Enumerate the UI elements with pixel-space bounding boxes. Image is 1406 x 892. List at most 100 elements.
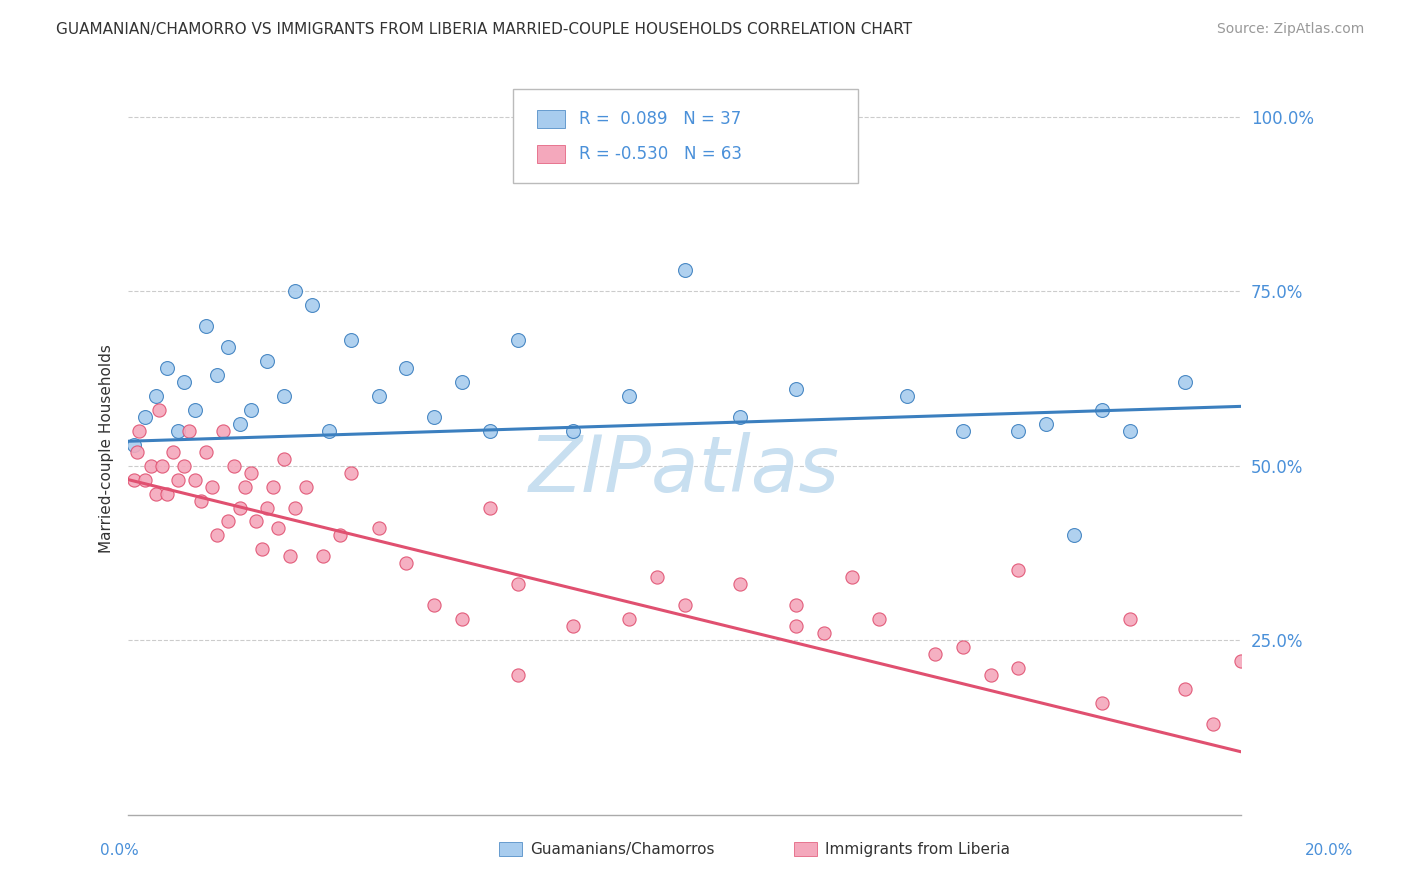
Point bbox=[451, 612, 474, 626]
Point bbox=[562, 619, 585, 633]
Point bbox=[156, 486, 179, 500]
Point bbox=[228, 500, 250, 515]
Point bbox=[184, 473, 207, 487]
Point bbox=[211, 424, 233, 438]
Point bbox=[785, 382, 807, 396]
Point bbox=[1174, 375, 1197, 389]
Point bbox=[1202, 716, 1225, 731]
Point bbox=[728, 577, 751, 591]
Point bbox=[1091, 402, 1114, 417]
Point bbox=[184, 402, 207, 417]
Point bbox=[156, 361, 179, 376]
Point bbox=[125, 444, 148, 458]
Point bbox=[952, 424, 974, 438]
Point bbox=[329, 528, 352, 542]
Point bbox=[312, 549, 335, 564]
Point bbox=[250, 542, 273, 557]
Point bbox=[924, 647, 946, 661]
Point bbox=[167, 473, 190, 487]
Point bbox=[785, 599, 807, 613]
Point bbox=[179, 424, 201, 438]
Point bbox=[128, 424, 150, 438]
Point bbox=[167, 424, 190, 438]
Text: 0.0%: 0.0% bbox=[100, 843, 139, 858]
Point bbox=[145, 486, 167, 500]
Point bbox=[301, 298, 323, 312]
Point bbox=[952, 640, 974, 654]
Point bbox=[239, 402, 262, 417]
Point bbox=[217, 515, 239, 529]
Point bbox=[339, 466, 361, 480]
Point bbox=[1063, 528, 1085, 542]
Text: ZIPatlas: ZIPatlas bbox=[529, 433, 839, 508]
Point bbox=[233, 480, 256, 494]
Point bbox=[395, 557, 418, 571]
Point bbox=[150, 458, 173, 473]
Point bbox=[339, 333, 361, 347]
Point bbox=[122, 438, 145, 452]
Text: 20.0%: 20.0% bbox=[1305, 843, 1353, 858]
Point bbox=[207, 528, 229, 542]
Point bbox=[201, 480, 224, 494]
Point bbox=[284, 284, 307, 298]
Point bbox=[617, 612, 640, 626]
Point bbox=[228, 417, 250, 431]
Text: Source: ZipAtlas.com: Source: ZipAtlas.com bbox=[1216, 22, 1364, 37]
Point bbox=[506, 333, 529, 347]
Point bbox=[134, 473, 156, 487]
Point bbox=[139, 458, 162, 473]
Point bbox=[256, 500, 278, 515]
Point bbox=[506, 577, 529, 591]
Point bbox=[1035, 417, 1057, 431]
Point bbox=[423, 409, 446, 424]
Point bbox=[1118, 424, 1140, 438]
Point bbox=[1230, 654, 1253, 668]
Point bbox=[195, 319, 218, 334]
Point bbox=[134, 409, 156, 424]
Point bbox=[617, 389, 640, 403]
Point bbox=[267, 521, 290, 535]
Point bbox=[1007, 661, 1029, 675]
Point bbox=[239, 466, 262, 480]
Text: Guamanians/Chamorros: Guamanians/Chamorros bbox=[530, 842, 714, 856]
Point bbox=[785, 619, 807, 633]
Point bbox=[395, 361, 418, 376]
Point bbox=[195, 444, 218, 458]
Point bbox=[645, 570, 668, 584]
Point bbox=[207, 368, 229, 382]
Point bbox=[451, 375, 474, 389]
Point bbox=[1174, 681, 1197, 696]
Point bbox=[148, 402, 170, 417]
Point bbox=[273, 389, 295, 403]
Text: R = -0.530   N = 63: R = -0.530 N = 63 bbox=[579, 145, 742, 163]
Point bbox=[506, 668, 529, 682]
Point bbox=[1118, 612, 1140, 626]
Point bbox=[367, 521, 389, 535]
Point bbox=[278, 549, 301, 564]
Point bbox=[896, 389, 918, 403]
Point bbox=[318, 424, 340, 438]
Point bbox=[262, 480, 284, 494]
Y-axis label: Married-couple Households: Married-couple Households bbox=[100, 343, 114, 553]
Point bbox=[1007, 424, 1029, 438]
Point bbox=[273, 451, 295, 466]
Point bbox=[1007, 563, 1029, 577]
Text: R =  0.089   N = 37: R = 0.089 N = 37 bbox=[579, 110, 741, 128]
Point bbox=[868, 612, 890, 626]
Point bbox=[673, 263, 696, 277]
Point bbox=[173, 375, 195, 389]
Point bbox=[367, 389, 389, 403]
Text: Immigrants from Liberia: Immigrants from Liberia bbox=[825, 842, 1011, 856]
Point bbox=[1091, 696, 1114, 710]
Point bbox=[245, 515, 267, 529]
Point bbox=[673, 599, 696, 613]
Point bbox=[728, 409, 751, 424]
Point bbox=[222, 458, 245, 473]
Point bbox=[145, 389, 167, 403]
Point bbox=[478, 424, 501, 438]
Point bbox=[980, 668, 1002, 682]
Point bbox=[295, 480, 318, 494]
Point bbox=[217, 340, 239, 354]
Point bbox=[122, 473, 145, 487]
Point bbox=[841, 570, 863, 584]
